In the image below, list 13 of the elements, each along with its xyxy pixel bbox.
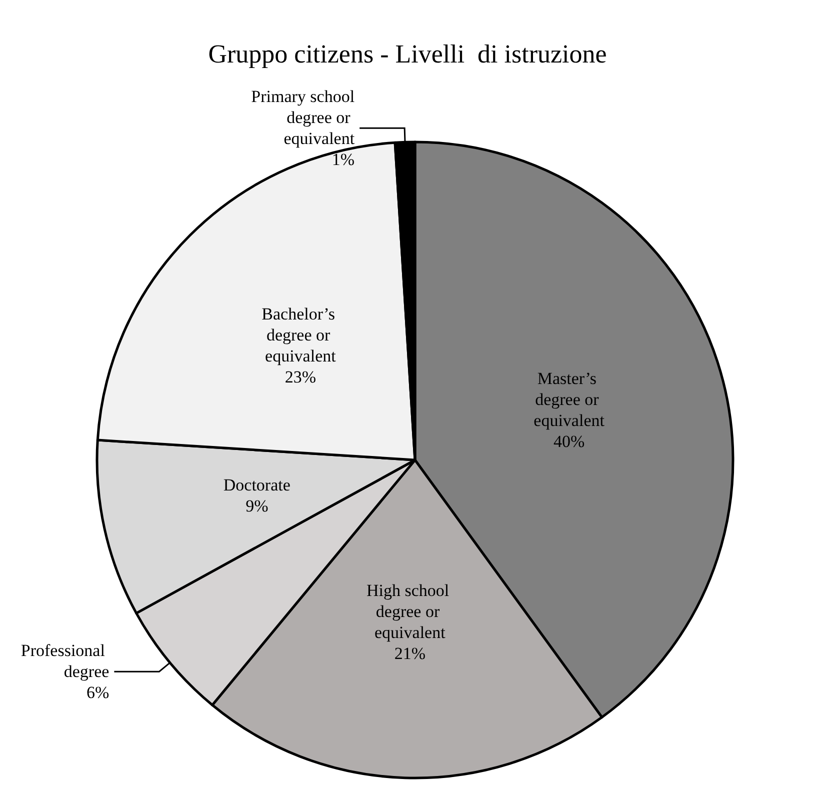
slice-label: Professional degree	[20, 641, 110, 682]
data-label: 21%	[394, 644, 426, 663]
data-label: 6%	[86, 683, 110, 702]
chart-title: Gruppo citizens - Livelli di istruzione	[208, 40, 607, 68]
slice-label: Master’s degree or equivalent	[534, 368, 605, 430]
data-label: 9%	[246, 496, 268, 516]
data-label: 40%	[553, 432, 585, 451]
data-label: 1%	[332, 150, 355, 170]
data-label: 23%	[284, 367, 316, 386]
slice-label: Doctorate	[223, 475, 290, 494]
slice-label: Bachelor’s degree or equivalent	[262, 304, 340, 366]
slice-label: Primary school degree or equivalent	[251, 87, 355, 148]
slice-label: High school degree or equivalent	[366, 580, 454, 642]
